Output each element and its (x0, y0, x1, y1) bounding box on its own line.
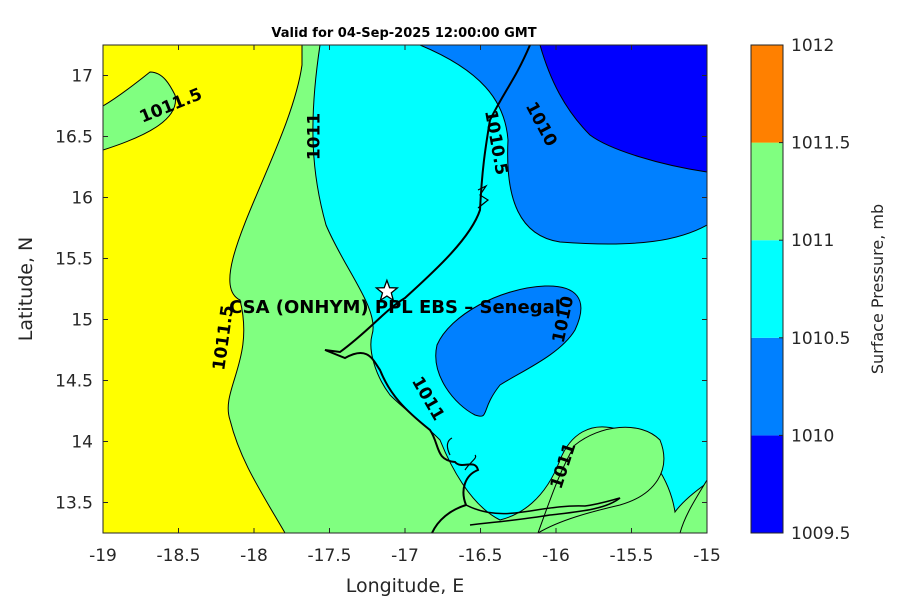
y-axis-label: Latitude, N (15, 237, 37, 342)
y-tick-label: 14.5 (55, 372, 93, 392)
x-axis: -19 -18.5 -18 -17.5 -17 -16.5 -16 -15.5 -15 (89, 45, 721, 566)
site-label: CSA (ONHYM) PPL EBS – Senegal (229, 297, 561, 318)
band-1011.5-1012 (103, 45, 303, 533)
x-tick-label: -18.5 (157, 546, 201, 566)
band-1010-1010.5-island (435, 285, 582, 417)
x-tick-label: -17 (391, 546, 419, 566)
colorbar-segment-top (751, 45, 783, 143)
x-tick-label: -15 (693, 546, 721, 566)
band-1009.5-1010 (539, 45, 707, 173)
y-tick-label: 15.5 (55, 250, 93, 270)
contour-fill (103, 45, 707, 533)
y-tick-label: 16.5 (55, 128, 93, 148)
colorbar-segment (751, 240, 783, 338)
y-tick-label: 13.5 (55, 494, 93, 514)
x-tick-label: -16 (542, 546, 570, 566)
colorbar-label: Surface Pressure, mb (868, 204, 887, 374)
colorbar-segment (751, 142, 783, 241)
x-tick-label: -15.5 (610, 546, 654, 566)
site-star-icon (374, 278, 400, 302)
band-1011-1011.5-east (679, 479, 707, 533)
band-1011-1011.5-patch (103, 71, 177, 151)
figure-title: Valid for 04-Sep-2025 12:00:00 GMT (271, 26, 536, 41)
contour-label: 1011 (304, 113, 324, 160)
x-tick-label: -16.5 (459, 546, 503, 566)
colorbar-segment (751, 337, 783, 436)
x-tick-label: -17.5 (308, 546, 352, 566)
site-marker-group: CSA (ONHYM) PPL EBS – Senegal (229, 278, 561, 318)
colorbar-tick-label: 1011 (791, 231, 834, 251)
y-axis: 13.5 14 14.5 15 15.5 16 16.5 17 (55, 67, 707, 514)
x-tick-label: -18 (240, 546, 268, 566)
x-tick-label: -19 (89, 546, 117, 566)
y-tick-label: 17 (71, 67, 93, 87)
y-tick-label: 14 (71, 433, 93, 453)
y-tick-label: 16 (71, 189, 93, 209)
river-saloum (446, 184, 490, 471)
y-tick-label: 15 (71, 311, 93, 331)
colorbar: 1009.5 1010 1010.5 1011 1011.5 1012 (750, 36, 850, 544)
river-gambia (465, 497, 621, 526)
colorbar-tick-label: 1011.5 (791, 134, 850, 154)
colorbar-tick-label: 1009.5 (791, 524, 850, 544)
colorbar-tick-label: 1012 (791, 36, 834, 56)
x-axis-label: Longitude, E (346, 575, 465, 597)
coastline (324, 45, 531, 533)
colorbar-tick-label: 1010 (791, 426, 834, 446)
colorbar-frame (750, 44, 784, 534)
colorbar-tick-label: 1010.5 (791, 329, 850, 349)
colorbar-segment (751, 435, 783, 533)
